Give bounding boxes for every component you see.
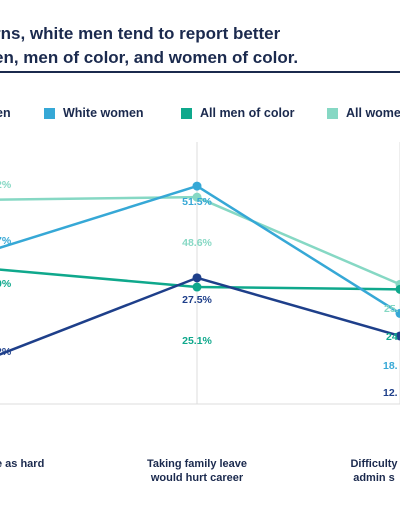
chart-title: rns, white men tend to report better en,… (0, 22, 400, 73)
legend-item-men-of-color: All men of color (181, 106, 294, 120)
title-line-1: rns, white men tend to report better (0, 24, 281, 43)
legend-swatch-white-women (44, 107, 55, 119)
category-label-0-line-0: e as hard (0, 458, 44, 470)
chart-legend: en White women All men of color All wome (0, 106, 400, 126)
data-point-white-women-1 (192, 181, 202, 191)
legend-label-men-of-color: All men of color (200, 106, 295, 120)
legend-swatch-men-of-color (181, 107, 192, 119)
category-label-1-line-0: Taking family leave (147, 458, 247, 470)
series-line-white-men (0, 276, 400, 356)
data-label-men-of-color-0: 0% (0, 278, 12, 290)
data-point-men-of-color-1 (192, 282, 202, 292)
data-label-men-of-color-1: 25.1% (182, 335, 212, 347)
data-point-white-men-1 (192, 273, 202, 283)
data-label-white-men-2: 12. (383, 387, 398, 399)
title-line-2: en, men of color, and women of color. (0, 46, 400, 73)
data-label-white-men-1: 27.5% (182, 294, 212, 306)
data-label-men-of-color-2: 24 (386, 331, 398, 343)
legend-swatch-women-of-color (327, 107, 338, 119)
data-label-women-of-color-1: 48.6% (182, 237, 212, 249)
legend-item-white-men: en (0, 106, 11, 120)
legend-label-women-of-color: All wome (346, 106, 400, 120)
data-label-white-women-0: 7% (0, 235, 12, 247)
data-label-women-of-color-2: 25. (384, 303, 399, 315)
legend-label-white-men: en (0, 106, 11, 120)
category-label-2-line-0: Difficulty (350, 458, 398, 470)
category-label-2-line-1: admin s (353, 472, 395, 484)
legend-label-white-women: White women (63, 106, 144, 120)
category-label-1-line-1: would hurt career (150, 472, 244, 484)
data-point-women-of-color-1 (192, 192, 202, 202)
data-point-white-men-2 (395, 331, 400, 341)
legend-item-white-women: White women (44, 106, 144, 120)
data-label-white-women-2: 18. (383, 360, 398, 372)
title-line-2-text: en, men of color, and women of color. (0, 46, 400, 73)
data-label-white-men-0: 2% (0, 346, 12, 358)
data-point-white-women-2 (395, 308, 400, 318)
data-label-white-women-1: 51.5% (182, 196, 212, 208)
data-label-women-of-color-0: 2% (0, 179, 12, 191)
data-point-men-of-color-2 (395, 284, 400, 294)
legend-item-women-of-color: All wome (327, 106, 400, 120)
